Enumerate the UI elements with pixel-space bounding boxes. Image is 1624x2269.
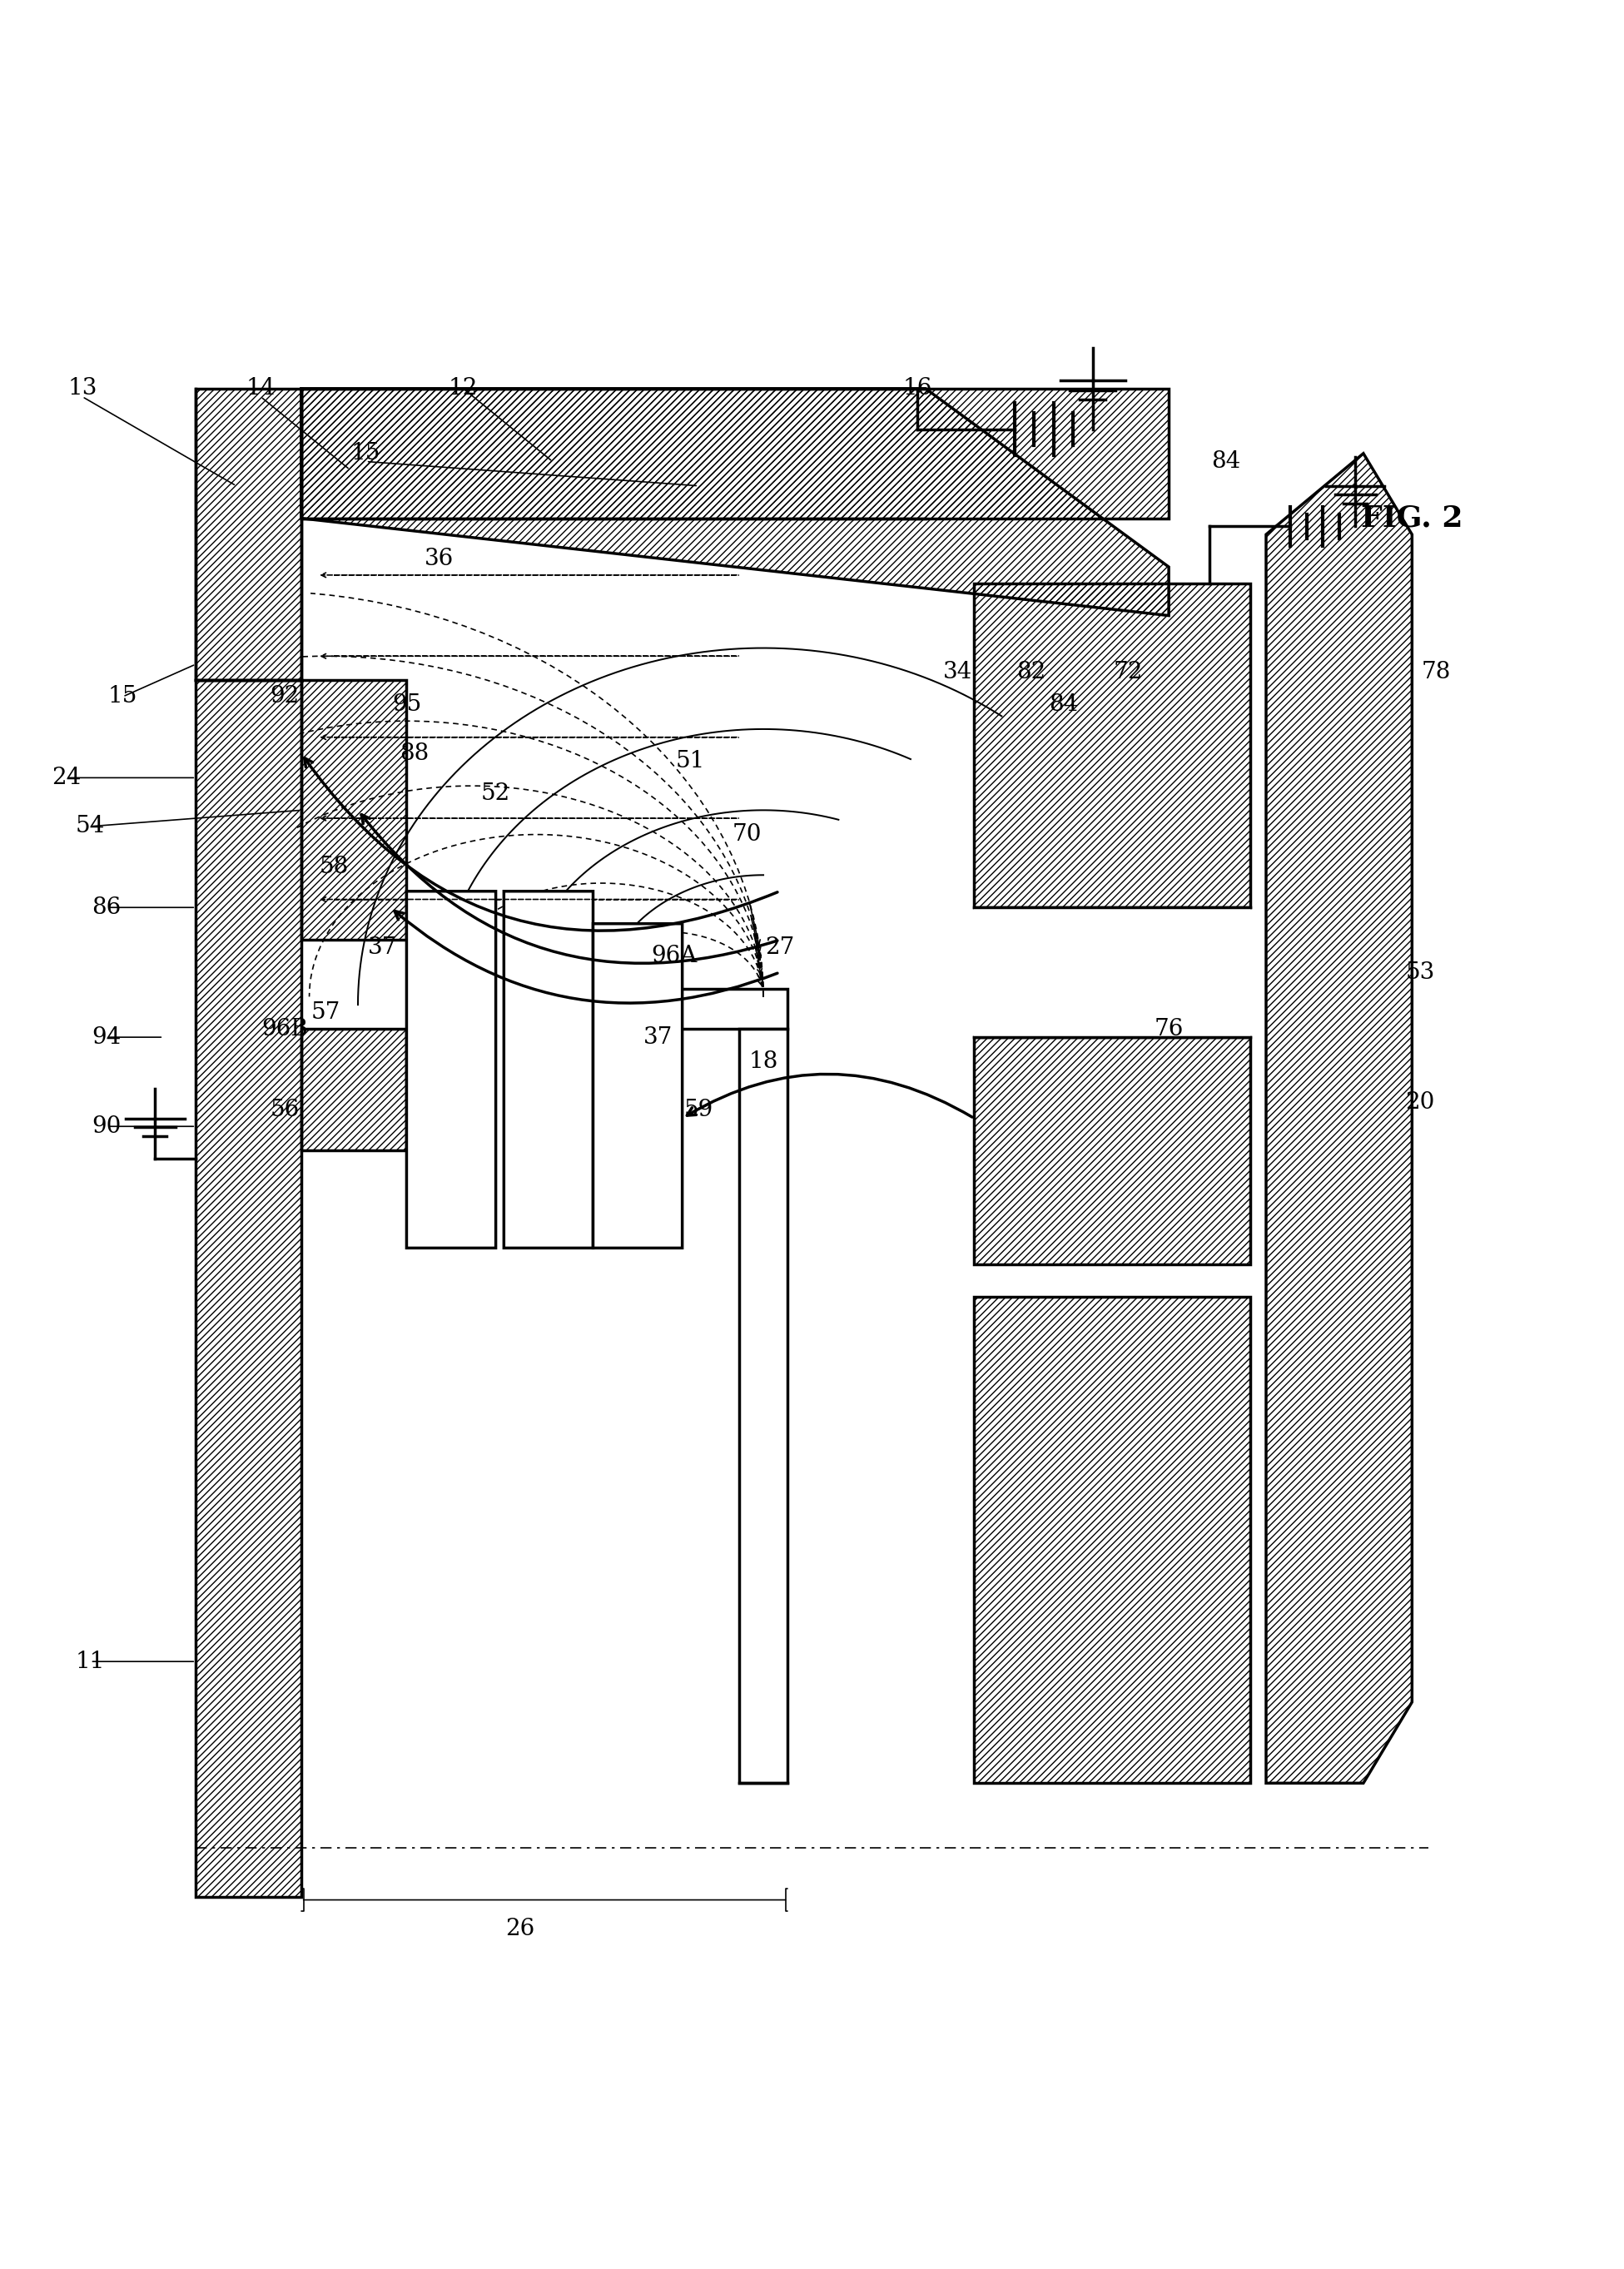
- Text: 72: 72: [1114, 660, 1143, 683]
- Text: 57: 57: [310, 1001, 339, 1023]
- Text: 26: 26: [505, 1917, 534, 1940]
- Text: 36: 36: [424, 547, 453, 570]
- Text: 16: 16: [903, 377, 932, 399]
- Text: 15: 15: [351, 442, 380, 465]
- Text: 54: 54: [76, 815, 106, 837]
- Text: 70: 70: [732, 824, 762, 846]
- Text: 37: 37: [367, 937, 396, 960]
- Bar: [974, 1296, 1250, 1783]
- Bar: [197, 681, 300, 1897]
- Text: 20: 20: [1405, 1091, 1436, 1114]
- Text: 12: 12: [448, 377, 477, 399]
- Text: 51: 51: [676, 751, 705, 774]
- Text: 53: 53: [1405, 962, 1434, 982]
- FancyBboxPatch shape: [406, 892, 495, 1248]
- Bar: [197, 388, 300, 681]
- Text: 86: 86: [93, 896, 122, 919]
- Text: 90: 90: [93, 1114, 122, 1137]
- Text: 95: 95: [391, 694, 421, 717]
- Text: 24: 24: [52, 767, 81, 790]
- Text: 58: 58: [318, 855, 348, 878]
- Text: 76: 76: [1155, 1019, 1184, 1039]
- Text: 56: 56: [270, 1098, 299, 1121]
- Bar: [974, 583, 1250, 908]
- FancyBboxPatch shape: [593, 923, 682, 1248]
- Text: 11: 11: [76, 1650, 106, 1672]
- Text: 96A: 96A: [651, 944, 697, 967]
- Text: 14: 14: [245, 377, 276, 399]
- Bar: [974, 1037, 1250, 1264]
- Text: 96B: 96B: [261, 1019, 309, 1039]
- Bar: [300, 1030, 406, 1150]
- Bar: [300, 388, 1169, 517]
- Text: 37: 37: [643, 1026, 672, 1048]
- Text: 78: 78: [1421, 660, 1452, 683]
- Bar: [300, 681, 406, 939]
- Text: 27: 27: [765, 937, 794, 960]
- Text: 15: 15: [109, 685, 138, 708]
- Text: 18: 18: [749, 1051, 778, 1073]
- Text: 13: 13: [68, 377, 97, 399]
- Text: 34: 34: [944, 660, 973, 683]
- Bar: [739, 1030, 788, 1783]
- Text: 88: 88: [400, 742, 429, 765]
- Text: 52: 52: [481, 783, 510, 805]
- Text: 84: 84: [1049, 694, 1078, 717]
- Bar: [974, 908, 1250, 1037]
- Text: FIG. 2: FIG. 2: [1361, 504, 1463, 533]
- Bar: [593, 989, 788, 1030]
- Text: 92: 92: [270, 685, 299, 708]
- Text: 82: 82: [1017, 660, 1046, 683]
- Text: 59: 59: [684, 1098, 713, 1121]
- Text: 84: 84: [1212, 449, 1241, 472]
- FancyBboxPatch shape: [503, 892, 593, 1248]
- Text: 94: 94: [93, 1026, 122, 1048]
